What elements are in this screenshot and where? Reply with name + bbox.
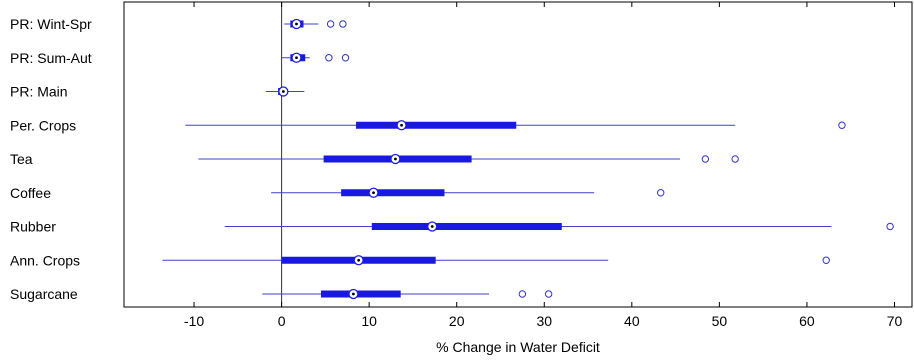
outlier-point: [657, 189, 665, 197]
box-pr-main: [265, 86, 305, 97]
x-tick-label: 70: [887, 313, 903, 329]
median-dot: [351, 292, 355, 296]
outlier-point: [731, 155, 739, 163]
outlier-point: [341, 54, 350, 62]
box-ann-crops: [162, 255, 830, 266]
median-dot: [400, 123, 403, 127]
category-label: Tea: [10, 151, 33, 167]
median-dot: [281, 90, 285, 93]
x-tick-label: 50: [712, 313, 728, 329]
category-label: Ann. Crops: [10, 252, 80, 268]
outlier-point: [325, 54, 333, 62]
category-label: Sugarcane: [10, 286, 78, 302]
category-label: Rubber: [10, 219, 56, 235]
x-tick-label: 30: [536, 313, 552, 329]
box-pr-wint-spr: [284, 18, 347, 30]
median-dot: [394, 157, 397, 161]
x-tick-label: -10: [184, 313, 204, 329]
box-pr-sum-aut: [281, 52, 350, 63]
box-group: [162, 18, 894, 300]
iqr-box: [321, 290, 401, 298]
outlier-point: [518, 290, 527, 298]
median-dot: [295, 22, 298, 26]
box-per-crops: [185, 120, 846, 131]
iqr-box: [356, 121, 517, 129]
box-sugarcane: [262, 288, 553, 300]
x-tick-label: 20: [449, 313, 465, 329]
x-tick-label: 60: [799, 313, 815, 329]
outlier-point: [886, 222, 894, 231]
median-dot: [357, 258, 361, 262]
outlier-point: [838, 121, 846, 129]
plot-area: [123, 1, 913, 308]
category-label: Coffee: [10, 185, 51, 201]
outlier-point: [326, 20, 335, 28]
median-dot: [430, 225, 434, 228]
box-rubber: [224, 221, 894, 232]
x-axis-ticks: -10 0 10 20 30 40 50 60 70: [184, 2, 903, 329]
x-tick-label: 0: [278, 313, 286, 329]
median-dot: [372, 191, 375, 195]
category-labels: PR: Wint-Spr PR: Sum-Aut PR: Main Per. Crop…: [10, 16, 92, 302]
outlier-point: [339, 20, 347, 28]
outlier-point: [544, 290, 553, 298]
box-coffee: [271, 187, 665, 198]
x-tick-label: 10: [361, 313, 377, 329]
x-axis-label: % Change in Water Deficit: [436, 339, 600, 355]
category-label: PR: Main: [10, 84, 68, 100]
iqr-box: [341, 189, 445, 197]
x-tick-label: 40: [624, 313, 640, 329]
category-label: PR: Sum-Aut: [10, 50, 92, 66]
box-tea: [198, 153, 739, 165]
iqr-box: [371, 223, 562, 230]
median-dot: [295, 56, 298, 60]
outlier-point: [701, 155, 710, 163]
category-label: Per. Crops: [10, 117, 76, 133]
outlier-point: [822, 256, 830, 264]
category-label: PR: Wint-Spr: [10, 16, 92, 32]
